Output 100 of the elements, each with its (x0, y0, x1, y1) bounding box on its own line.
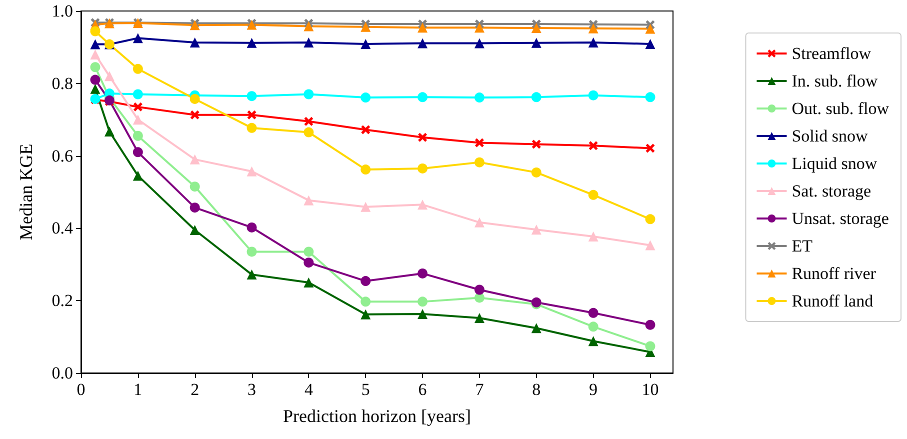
point (246, 246, 257, 257)
point (360, 22, 371, 32)
legend-label: Liquid snow (792, 154, 878, 173)
point (104, 126, 114, 137)
point (90, 39, 100, 50)
point (304, 127, 314, 138)
point (418, 38, 428, 48)
point (474, 217, 484, 228)
point (190, 20, 200, 30)
point (190, 94, 200, 104)
point (360, 202, 371, 212)
point (246, 222, 257, 232)
point (132, 89, 143, 100)
legend-label: Unsat. storage (792, 209, 889, 228)
legend-label: Sat. storage (792, 182, 872, 200)
x-tick-label: 2 (190, 380, 200, 399)
point (360, 92, 371, 103)
point (132, 147, 143, 158)
point (646, 144, 655, 153)
point (531, 167, 542, 178)
point (418, 268, 428, 278)
point (304, 116, 314, 126)
x-tick-label: 5 (361, 380, 370, 399)
point (132, 130, 143, 141)
x-tick-label: 1 (134, 380, 142, 399)
point (531, 92, 542, 102)
point (588, 190, 598, 200)
point (104, 71, 114, 82)
point (418, 296, 428, 307)
point (474, 284, 484, 295)
x-tick-label: 7 (475, 380, 484, 399)
point (90, 26, 100, 36)
point (247, 110, 256, 120)
point (360, 309, 371, 320)
point (190, 202, 200, 213)
point (588, 322, 598, 332)
point (418, 132, 428, 142)
point (190, 182, 200, 192)
point (588, 23, 598, 34)
y-tick-label: 1.0 (52, 2, 73, 20)
x-tick-label: 6 (418, 380, 427, 399)
legend-label: Runoff land (792, 292, 874, 310)
point (474, 157, 484, 168)
point (90, 62, 100, 72)
point (531, 23, 542, 34)
point (190, 110, 200, 120)
point (246, 91, 257, 102)
point (304, 37, 314, 48)
point (418, 92, 428, 102)
legend-label: Streamflow (792, 44, 872, 63)
point (190, 225, 200, 236)
point (531, 224, 542, 235)
point (132, 114, 143, 125)
point (418, 163, 428, 174)
point (90, 74, 100, 85)
point (360, 164, 371, 175)
point (474, 92, 484, 103)
point (588, 336, 598, 346)
point (588, 141, 598, 150)
point (645, 341, 656, 352)
point (645, 24, 656, 34)
y-axis-title: Median KGE (16, 144, 36, 240)
y-tick-label: 0.8 (52, 74, 73, 93)
point (474, 138, 484, 148)
point (588, 232, 598, 242)
legend-label: Solid snow (792, 126, 868, 146)
point (90, 84, 100, 94)
point (645, 320, 656, 330)
point (304, 21, 314, 32)
point (304, 195, 314, 206)
point (418, 22, 428, 33)
x-tick-label: 3 (248, 380, 256, 399)
point (304, 246, 314, 257)
legend-label: Runoff river (792, 264, 876, 283)
point (360, 296, 371, 307)
legend-label: In. sub. flow (792, 72, 878, 90)
point (132, 170, 143, 181)
x-tick-label: 8 (532, 380, 541, 399)
point (304, 258, 314, 268)
point (645, 92, 656, 102)
legend-label: ET (792, 236, 814, 256)
point (361, 125, 370, 134)
point (588, 308, 598, 318)
point (246, 38, 257, 48)
point (132, 33, 143, 44)
y-tick-label: 0.2 (52, 291, 73, 310)
point (304, 278, 314, 288)
legend-label: Out. sub. flow (792, 99, 890, 118)
point (588, 90, 598, 100)
x-axis-title: Prediction horizon [years] (283, 406, 471, 426)
point (474, 22, 484, 33)
point (418, 308, 428, 319)
point (645, 240, 656, 250)
point (418, 200, 428, 210)
point (360, 276, 371, 286)
y-tick-label: 0.4 (52, 218, 74, 238)
point (531, 323, 542, 334)
point (474, 38, 484, 48)
point (246, 166, 257, 176)
point (246, 122, 257, 133)
